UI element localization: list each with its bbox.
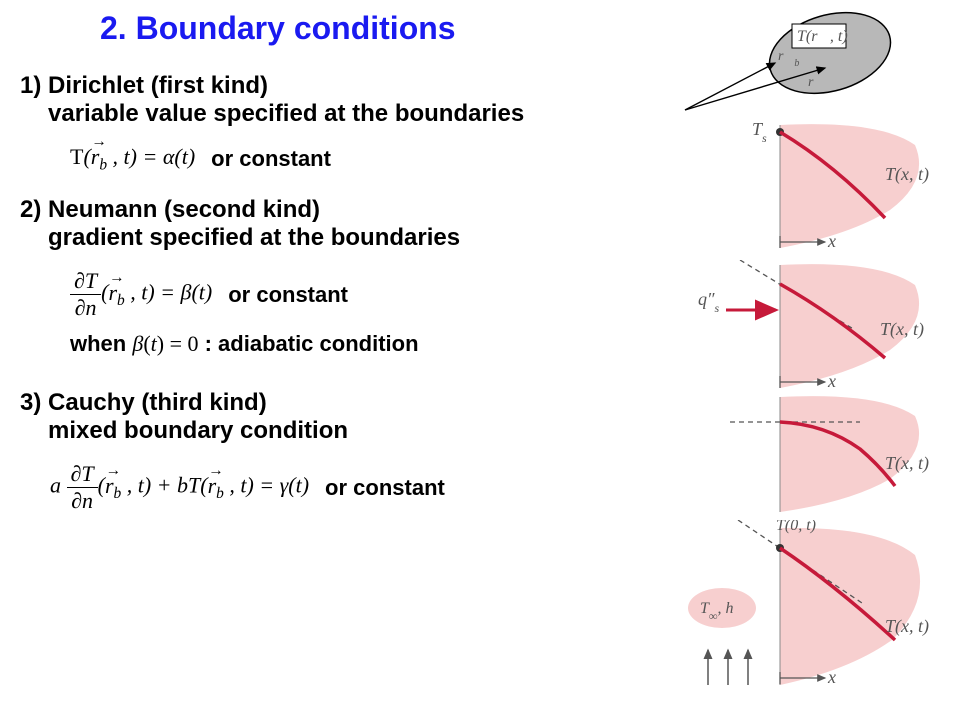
cauchy-body: mixed boundary condition [48,417,660,445]
d3-Txt-label: T(x, t) [885,453,929,474]
domain-T-label: T(r⃗, t) [797,28,848,45]
section-neumann: 2) Neumann (second kind) gradient specif… [20,196,660,252]
d2-Txt-label: T(x, t) [880,319,924,340]
neumann-body: gradient specified at the boundaries [48,224,660,252]
d1-Ts-label: Ts [752,120,767,145]
neumann-orconst: or constant [228,282,348,308]
d4-Txt-label: T(x, t) [885,616,929,637]
dirichlet-equation: T(→rb , t) = α(t) [70,144,195,174]
when-prefix: when [70,331,132,356]
when-math: β(t) = 0 [132,331,198,356]
cauchy-head: 3) Cauchy (third kind) [20,389,660,417]
dirichlet-eq-row: T(→rb , t) = α(t) or constant [70,144,660,174]
r-label: r⃗ [808,75,824,90]
d4-T0-label: T(0, t) [776,520,816,534]
slide-title: 2. Boundary conditions [100,10,456,47]
dirichlet-head: 1) Dirichlet (first kind) [20,72,660,100]
section-cauchy: 3) Cauchy (third kind) mixed boundary co… [20,389,660,445]
dirichlet-orconst: or constant [211,146,331,172]
content-column: 1) Dirichlet (first kind) variable value… [20,72,660,514]
neumann-head: 2) Neumann (second kind) [20,196,660,224]
diagram-cauchy: T(0, t) T(x, t) T∞, h x [680,520,940,695]
cauchy-eq-row: a ∂T∂n(→rb , t) + bT(→rb , t) = γ(t) or … [50,461,660,514]
section-dirichlet: 1) Dirichlet (first kind) variable value… [20,72,660,128]
cauchy-orconst: or constant [325,475,445,501]
neumann-eq-row: ∂T∂n(→rb , t) = β(t) or constant [70,268,660,321]
d2-qs-label: q″s [698,289,720,315]
domain-diagram: T(r⃗, t) r⃗b r⃗ [640,8,900,118]
d4-x-label: x [827,667,836,687]
d1-body [780,124,919,248]
diagram-neumann: q″s T(x, t) x [680,260,940,390]
d1-Txt-label: T(x, t) [885,164,929,185]
d4-body [780,528,920,685]
dirichlet-body: variable value specified at the boundari… [48,100,660,128]
when-suffix: : adiabatic condition [199,331,419,356]
d2-x-label: x [827,371,836,390]
diagram-dirichlet: Ts T(x, t) x [680,120,940,250]
d1-x-label: x [827,231,836,250]
neumann-equation: ∂T∂n(→rb , t) = β(t) [70,268,212,321]
cauchy-equation: a ∂T∂n(→rb , t) + bT(→rb , t) = γ(t) [50,461,309,514]
neumann-when-line: when β(t) = 0 : adiabatic condition [70,331,660,357]
diagram-adiabatic: T(x, t) [680,394,940,514]
